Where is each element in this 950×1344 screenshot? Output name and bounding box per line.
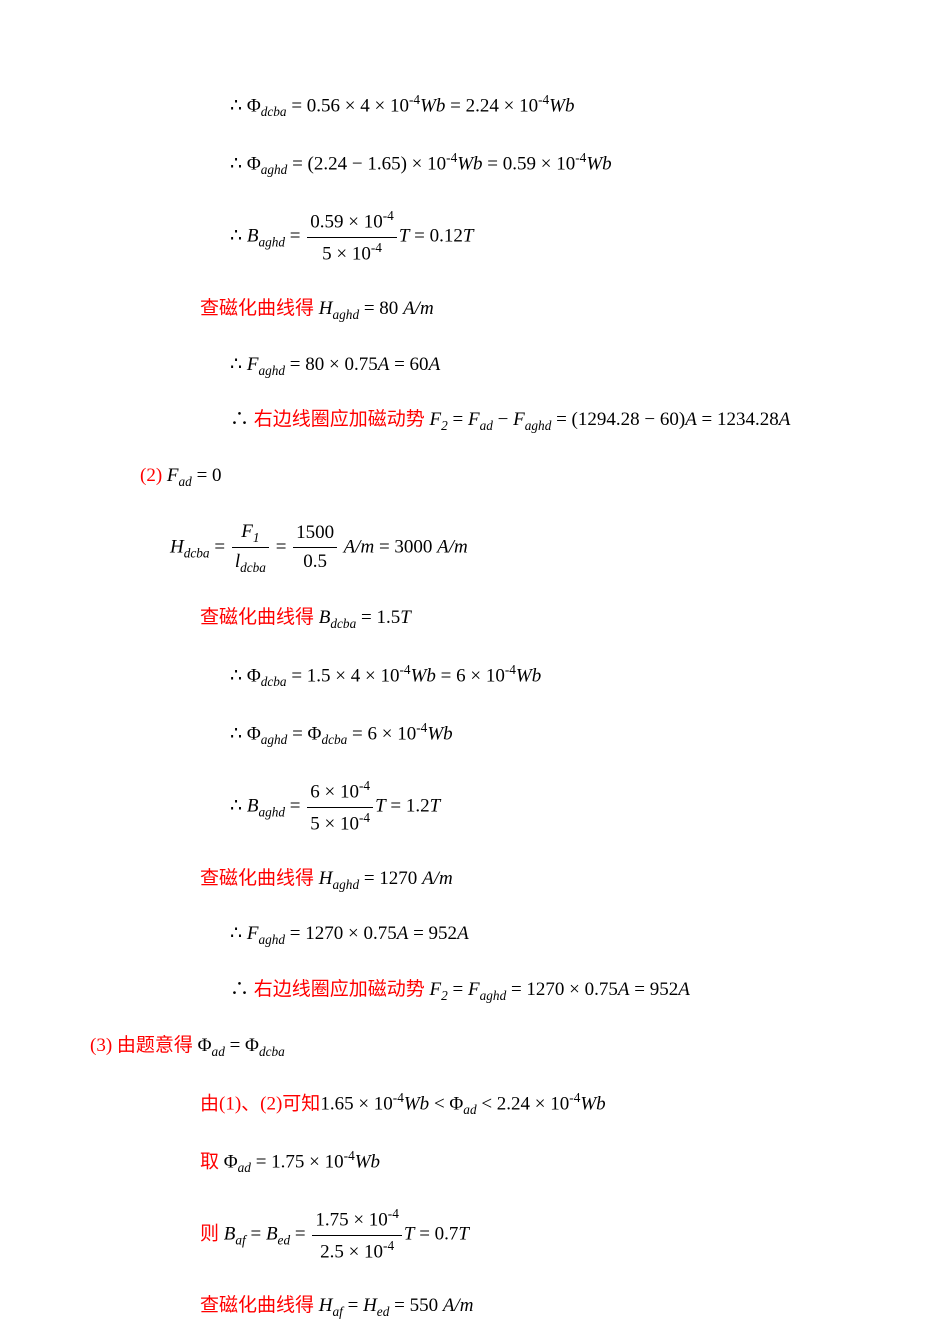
equation-6: ∴ 右边线圈应加磁动势 F2 = Fad − Faghd = (1294.28 … xyxy=(200,406,850,436)
equation-16: (3) 由题意得 Φad = Φdcba xyxy=(90,1032,850,1062)
equation-4: 查磁化曲线得 Haghd = 80 A/m xyxy=(200,295,850,325)
equation-18: 取 Φad = 1.75 × 10-4Wb xyxy=(200,1146,850,1178)
equation-19: 则 Baf = Bed = 1.75 × 10-42.5 × 10-4T = 0… xyxy=(200,1204,850,1267)
equation-3: ∴ Baghd = 0.59 × 10-45 × 10-4T = 0.12T xyxy=(200,206,850,269)
equation-2: ∴ Φaghd = (2.24 − 1.65) × 10-4Wb = 0.59 … xyxy=(200,148,850,180)
equation-12: ∴ Baghd = 6 × 10-45 × 10-4T = 1.2T xyxy=(200,776,850,839)
equation-10: ∴ Φdcba = 1.5 × 4 × 10-4Wb = 6 × 10-4Wb xyxy=(200,660,850,692)
equation-9: 查磁化曲线得 Bdcba = 1.5T xyxy=(200,604,850,634)
equation-5: ∴ Faghd = 80 × 0.75A = 60A xyxy=(200,351,850,381)
equation-15: ∴ 右边线圈应加磁动势 F2 = Faghd = 1270 × 0.75A = … xyxy=(200,976,850,1006)
equation-8: Hdcba = F1ldcba = 15000.5 A/m = 3000 A/m xyxy=(170,518,850,578)
equation-14: ∴ Faghd = 1270 × 0.75A = 952A xyxy=(200,920,850,950)
equation-7: (2) Fad = 0 xyxy=(140,462,850,492)
equation-11: ∴ Φaghd = Φdcba = 6 × 10-4Wb xyxy=(200,718,850,750)
equation-1: ∴ Φdcba = 0.56 × 4 × 10-4Wb = 2.24 × 10-… xyxy=(200,90,850,122)
equation-20: 查磁化曲线得 Haf = Hed = 550 A/m xyxy=(200,1292,850,1322)
equation-17: 由(1)、(2)可知1.65 × 10-4Wb < Φad < 2.24 × 1… xyxy=(200,1088,850,1120)
equation-13: 查磁化曲线得 Haghd = 1270 A/m xyxy=(200,865,850,895)
